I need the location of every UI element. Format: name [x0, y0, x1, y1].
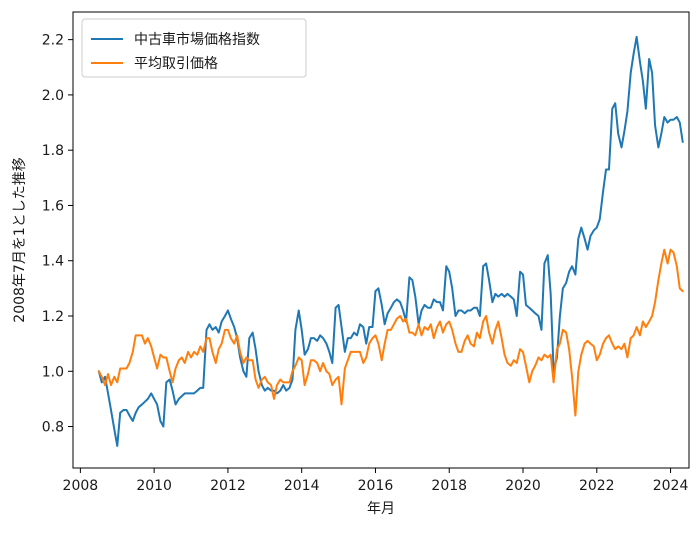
x-tick-label: 2014 — [284, 478, 320, 494]
y-tick-label: 1.0 — [42, 364, 64, 380]
y-tick-label: 1.2 — [42, 309, 64, 325]
legend-box — [81, 18, 307, 78]
x-tick-label: 2008 — [63, 478, 99, 494]
y-tick-label: 2.2 — [42, 33, 64, 49]
x-tick-label: 2022 — [579, 478, 615, 494]
axes-layer: 2008 2010 2012 2014 2016 2018 2020 2022 2024 0.8 1… — [42, 33, 689, 494]
x-tick-label: 2018 — [431, 478, 467, 494]
series-line-2 — [97, 248, 684, 417]
y-tick-label: 1.6 — [42, 198, 64, 214]
series-layer — [97, 35, 684, 447]
y-tick-label: 1.4 — [42, 254, 64, 270]
series-line-1 — [97, 35, 684, 447]
plot-area-frame — [72, 11, 690, 469]
x-tick-label: 2012 — [210, 478, 246, 494]
y-tick-label: 1.8 — [42, 143, 64, 159]
x-axis-label: 年月 — [367, 501, 395, 517]
y-tick-label: 2.0 — [42, 88, 64, 104]
legend-label-1: 中古車市場価格指数 — [134, 31, 260, 48]
y-tick-label: 0.8 — [42, 420, 64, 436]
legend-label-2: 平均取引価格 — [134, 56, 218, 72]
x-tick-label: 2020 — [505, 478, 541, 494]
y-axis-label: 2008年7月を1とした推移 — [12, 157, 28, 322]
x-tick-label: 2010 — [136, 478, 172, 494]
x-tick-label: 2016 — [358, 478, 394, 494]
x-tick-label: 2024 — [653, 478, 689, 494]
